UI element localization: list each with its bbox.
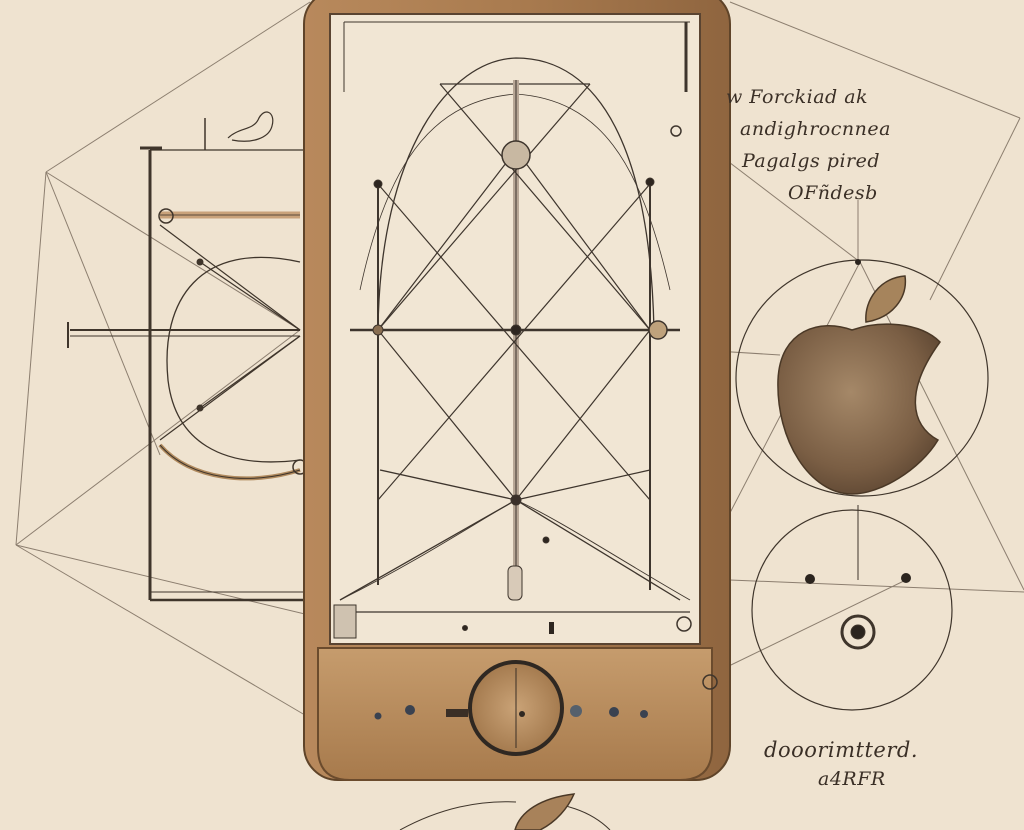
annotation-line-1: w Forckiad ak: [726, 86, 869, 108]
caption-line-2: a4RFR: [818, 768, 886, 790]
apple-diagram: [702, 259, 989, 711]
left-mechanism: [67, 111, 318, 602]
annotation-line-2: andighrocnnea: [740, 118, 891, 140]
construction-lines: [15, 1, 1024, 719]
screen-diagram: [333, 21, 692, 639]
base-dots: [374, 705, 648, 720]
caption-line-1: dooorimtterd.: [764, 738, 919, 762]
home-button-icon: [446, 660, 564, 756]
annotation-line-3: Pagalgs pired: [742, 150, 881, 172]
annotation-line-4: OFñdesb: [788, 182, 878, 204]
seed-icon: [399, 793, 611, 830]
apple-logo-icon: [777, 275, 941, 495]
